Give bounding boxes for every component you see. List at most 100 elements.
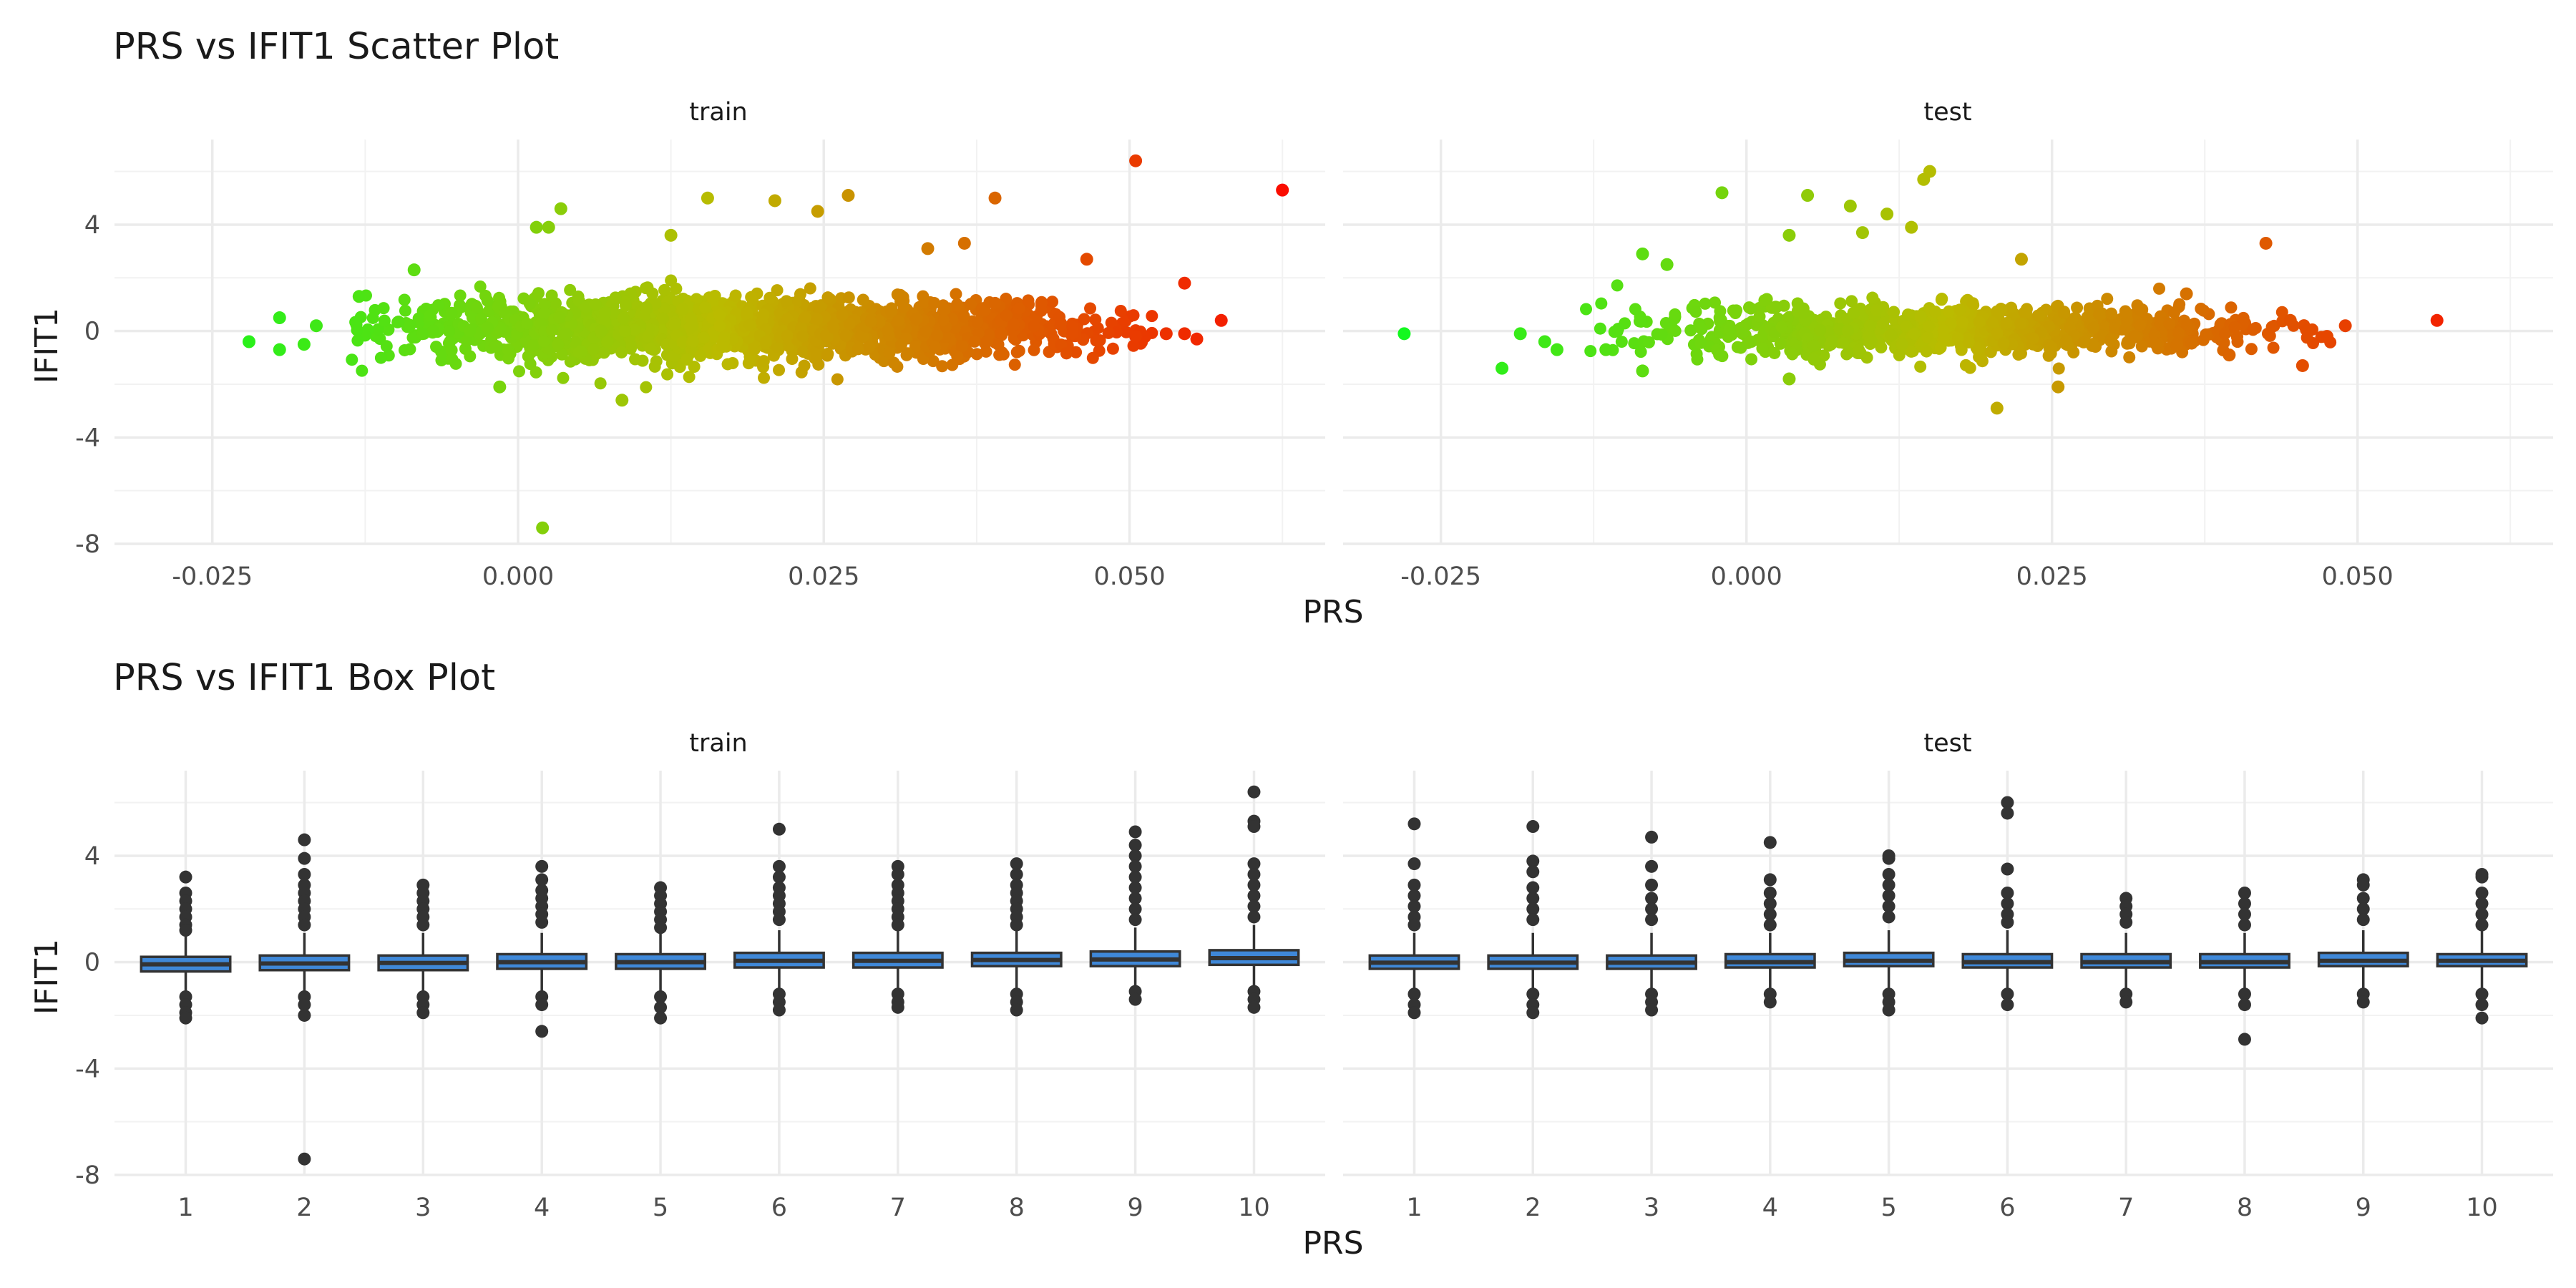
data-point (555, 348, 568, 361)
data-point (443, 325, 456, 338)
outlier-point (1128, 870, 1142, 884)
data-point (743, 318, 756, 331)
box-1 (140, 870, 232, 1025)
outlier-point (2356, 995, 2370, 1009)
data-point (1786, 348, 1799, 361)
data-point (713, 319, 726, 332)
data-point (1943, 305, 1956, 318)
x-tick-label: 5 (1880, 1194, 1896, 1222)
box-10 (1208, 785, 1300, 1014)
data-point (407, 263, 421, 277)
x-tick-label: 10 (2466, 1194, 2498, 1222)
data-point (2163, 317, 2176, 330)
data-point (1807, 353, 1820, 366)
data-point (796, 346, 809, 358)
outlier-point (654, 1011, 668, 1025)
data-point (1855, 226, 1869, 240)
outlier-point (1010, 1003, 1023, 1017)
data-point (1953, 303, 1966, 316)
x-tick-label: 0.025 (788, 562, 859, 591)
box-4 (496, 859, 588, 1038)
data-point (1885, 328, 1898, 341)
data-point (537, 335, 550, 348)
outlier-point (1128, 849, 1142, 862)
boxplot-y-axis-title: IFIT1 (29, 939, 65, 1015)
data-point (1775, 321, 1788, 333)
data-point (2071, 301, 2084, 314)
x-tick-label: 6 (771, 1194, 787, 1222)
outlier-point (1128, 992, 1142, 1006)
y-tick-label: -4 (75, 424, 100, 452)
data-point (2012, 348, 2025, 361)
data-point (786, 353, 799, 366)
data-point (2045, 341, 2058, 353)
data-point (1853, 343, 1865, 356)
x-tick-label: 8 (1009, 1194, 1025, 1222)
outlier-point (1247, 857, 1261, 871)
data-point (1120, 326, 1133, 338)
data-point (1114, 305, 1127, 318)
data-point (609, 291, 622, 304)
outlier-point (1010, 857, 1023, 871)
x-tick-label: 4 (1762, 1194, 1778, 1222)
x-tick-label: 3 (415, 1194, 431, 1222)
outlier-point (1763, 918, 1777, 932)
data-point (2031, 309, 2044, 322)
y-tick-label: -8 (75, 530, 100, 559)
data-point (1629, 303, 1641, 316)
data-point (1962, 336, 1975, 348)
outlier-point (1645, 878, 1659, 892)
data-point (431, 299, 444, 312)
data-point (820, 329, 833, 342)
outlier-point (2238, 907, 2251, 921)
data-point (381, 323, 394, 336)
data-point (763, 291, 776, 304)
outlier-point (1763, 873, 1777, 887)
data-point (716, 341, 728, 353)
outlier-point (772, 859, 786, 873)
data-point (821, 349, 834, 362)
data-point (1690, 348, 1703, 361)
data-point (481, 321, 494, 334)
data-point (1842, 324, 1855, 337)
data-point (615, 394, 629, 407)
data-point (1028, 343, 1040, 356)
outlier-point (1128, 881, 1142, 894)
data-point (919, 325, 932, 338)
data-point (243, 335, 255, 348)
y-tick-label: 0 (84, 318, 100, 346)
data-point (1837, 336, 1850, 349)
data-point (1843, 199, 1857, 213)
data-point (1971, 343, 1984, 356)
data-point (2108, 322, 2121, 335)
outlier-point (2475, 886, 2489, 899)
outlier-point (772, 822, 786, 836)
data-point (1729, 306, 1742, 319)
data-point (587, 343, 600, 356)
data-point (771, 341, 784, 354)
data-point (1914, 310, 1927, 323)
x-tick-label: 0.025 (2016, 562, 2088, 591)
data-point (2014, 317, 2027, 330)
data-point (2168, 306, 2181, 319)
data-point (1813, 323, 1826, 336)
outlier-point (535, 998, 549, 1012)
data-point (1084, 302, 1097, 315)
data-point (624, 340, 637, 353)
boxplot-panel-train: 1 2 3 4 5 6 7 8 9 10 -8 -4 0 4 (75, 771, 1325, 1222)
data-point (843, 318, 856, 331)
data-point (811, 350, 824, 363)
data-point (1190, 332, 1204, 346)
data-point (1991, 305, 2004, 318)
outlier-point (1407, 889, 1421, 902)
data-point (951, 298, 964, 311)
data-point (445, 343, 458, 356)
data-point (757, 355, 770, 368)
data-point (352, 290, 366, 303)
outlier-point (416, 1006, 430, 1020)
data-point (827, 321, 840, 334)
outlier-point (891, 918, 904, 932)
outlier-point (1247, 1000, 1261, 1014)
